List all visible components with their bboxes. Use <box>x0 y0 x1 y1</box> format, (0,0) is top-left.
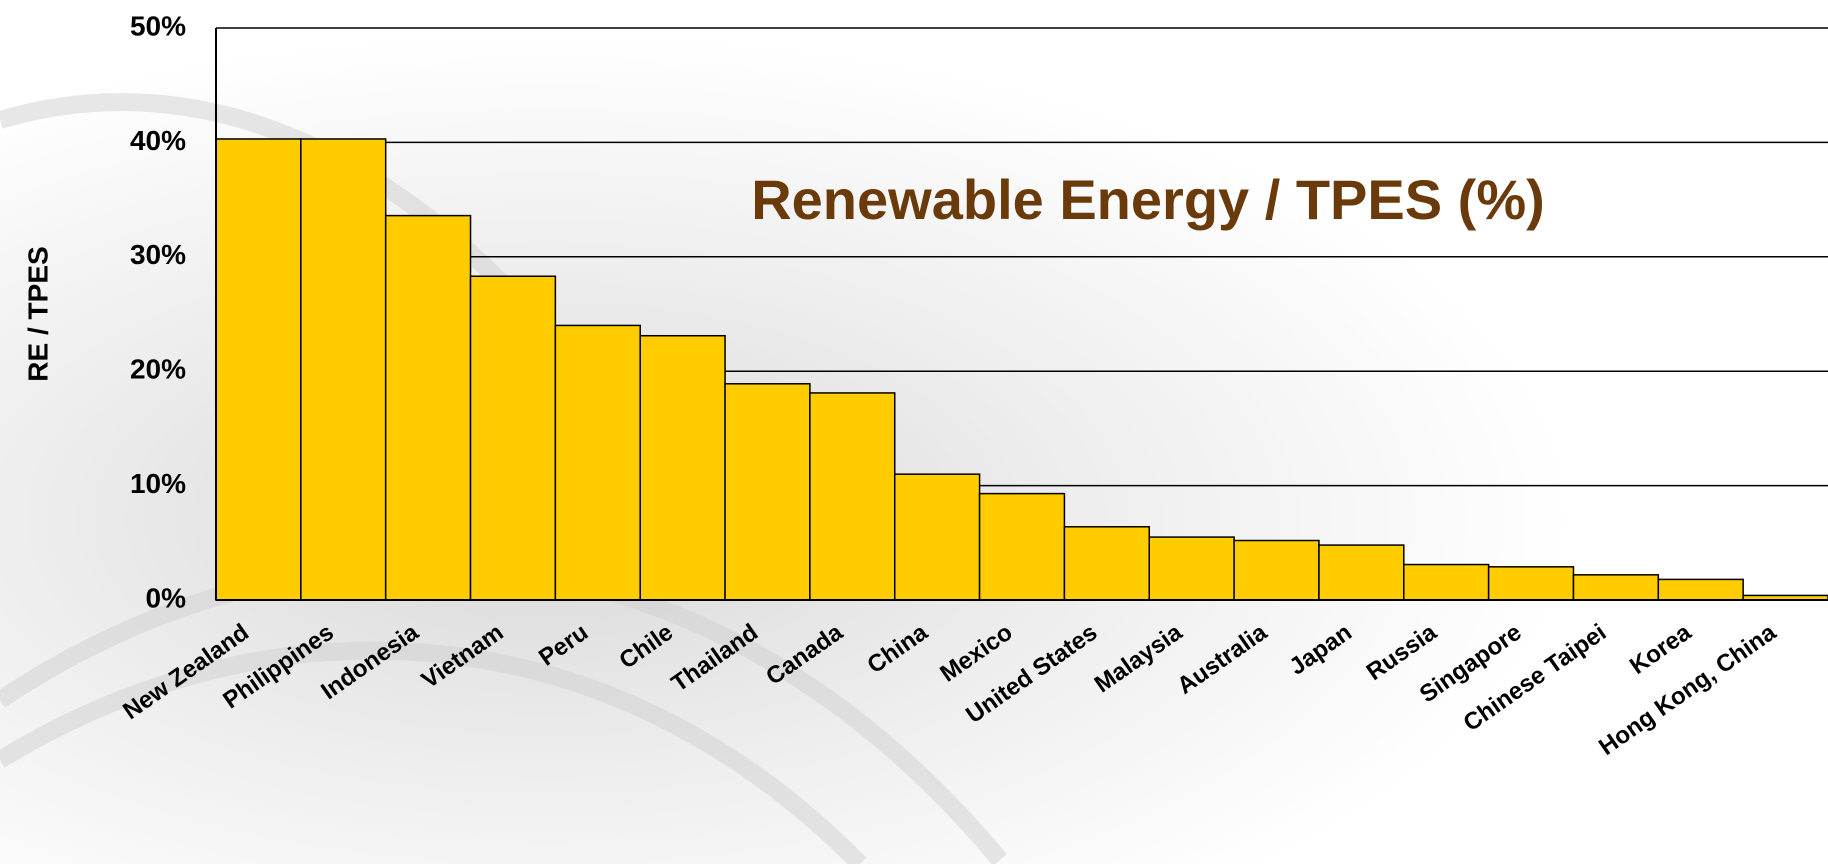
bar <box>639 334 726 601</box>
bar <box>554 324 641 601</box>
bar <box>1403 563 1490 601</box>
bar <box>300 138 387 601</box>
y-tick-label: 20% <box>130 354 186 385</box>
bar <box>384 214 472 601</box>
bar <box>1318 544 1405 601</box>
y-tick-label: 10% <box>130 468 186 499</box>
chart-title: Renewable Energy / TPES (%) <box>751 168 1545 231</box>
bar <box>978 492 1066 601</box>
bar <box>724 383 811 601</box>
bar <box>1063 526 1151 601</box>
bar <box>1572 574 1660 601</box>
bar <box>809 392 896 601</box>
y-tick-label: 40% <box>130 125 186 156</box>
y-axis-label: RE / TPES <box>22 246 53 381</box>
bar <box>1148 536 1235 601</box>
y-tick-label: 30% <box>130 239 186 270</box>
bar <box>469 275 557 601</box>
bar <box>1487 566 1575 601</box>
bar <box>1233 539 1320 601</box>
bar <box>215 138 302 601</box>
bar <box>1657 578 1744 601</box>
bar <box>893 473 981 601</box>
y-tick-label: 0% <box>146 582 187 613</box>
y-tick-label: 50% <box>130 10 186 41</box>
